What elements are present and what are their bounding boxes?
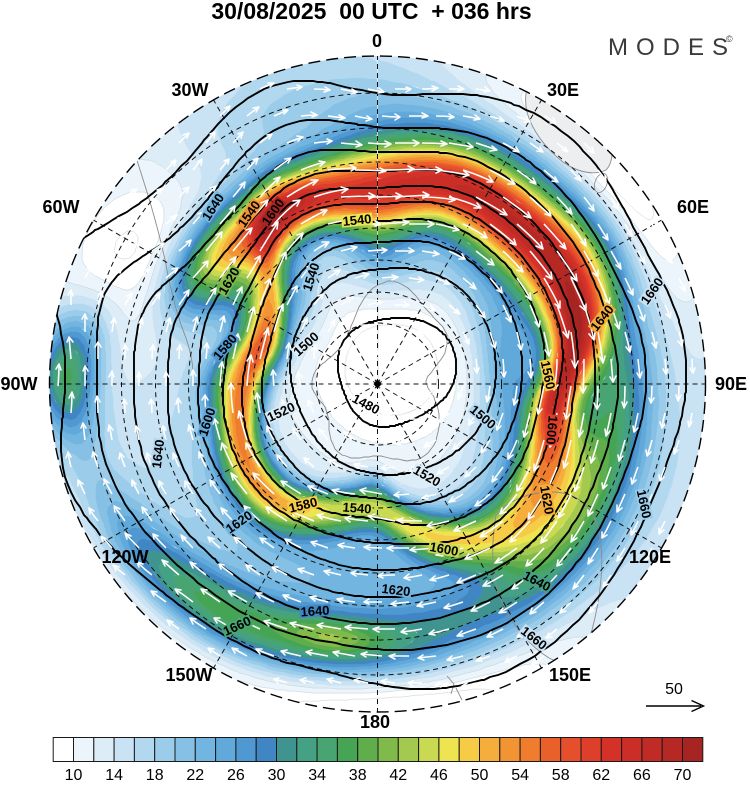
svg-text:46: 46: [430, 767, 448, 782]
svg-text:54: 54: [511, 767, 529, 782]
svg-text:1540: 1540: [342, 500, 372, 517]
svg-text:1560: 1560: [538, 359, 559, 390]
svg-text:70: 70: [674, 767, 692, 782]
svg-text:180: 180: [360, 712, 390, 732]
svg-text:14: 14: [105, 767, 123, 782]
svg-text:30W: 30W: [171, 80, 208, 100]
svg-text:©: ©: [726, 34, 733, 44]
svg-text:1600: 1600: [543, 415, 560, 445]
svg-text:50: 50: [471, 767, 489, 782]
svg-text:66: 66: [633, 767, 651, 782]
svg-text:120E: 120E: [629, 547, 671, 567]
svg-text:62: 62: [592, 767, 610, 782]
svg-text:1640: 1640: [149, 439, 167, 470]
svg-text:1620: 1620: [537, 484, 557, 515]
svg-text:50: 50: [665, 681, 683, 698]
svg-text:1540: 1540: [342, 211, 372, 229]
svg-text:0: 0: [372, 31, 382, 51]
svg-text:42: 42: [389, 767, 407, 782]
svg-text:18: 18: [146, 767, 164, 782]
svg-text:1640: 1640: [300, 603, 330, 620]
svg-text:30/08/2025 00 UTC + 036 hrs: 30/08/2025 00 UTC + 036 hrs: [211, 0, 531, 24]
svg-text:22: 22: [186, 767, 204, 782]
svg-text:58: 58: [552, 767, 570, 782]
svg-text:30: 30: [268, 767, 286, 782]
svg-text:90E: 90E: [715, 374, 747, 394]
svg-text:38: 38: [349, 767, 367, 782]
svg-text:MODES: MODES: [608, 34, 736, 61]
svg-text:1660: 1660: [634, 488, 655, 519]
svg-text:60E: 60E: [677, 197, 709, 217]
svg-text:150W: 150W: [165, 665, 212, 685]
svg-text:34: 34: [308, 767, 326, 782]
svg-text:1600: 1600: [428, 539, 459, 559]
svg-text:1620: 1620: [381, 581, 412, 599]
svg-text:10: 10: [65, 767, 83, 782]
svg-text:90W: 90W: [0, 374, 37, 394]
svg-text:30E: 30E: [547, 80, 579, 100]
svg-text:26: 26: [227, 767, 245, 782]
svg-text:60W: 60W: [42, 197, 79, 217]
svg-text:120W: 120W: [101, 547, 148, 567]
svg-text:150E: 150E: [549, 665, 591, 685]
svg-text:1580: 1580: [287, 494, 319, 516]
